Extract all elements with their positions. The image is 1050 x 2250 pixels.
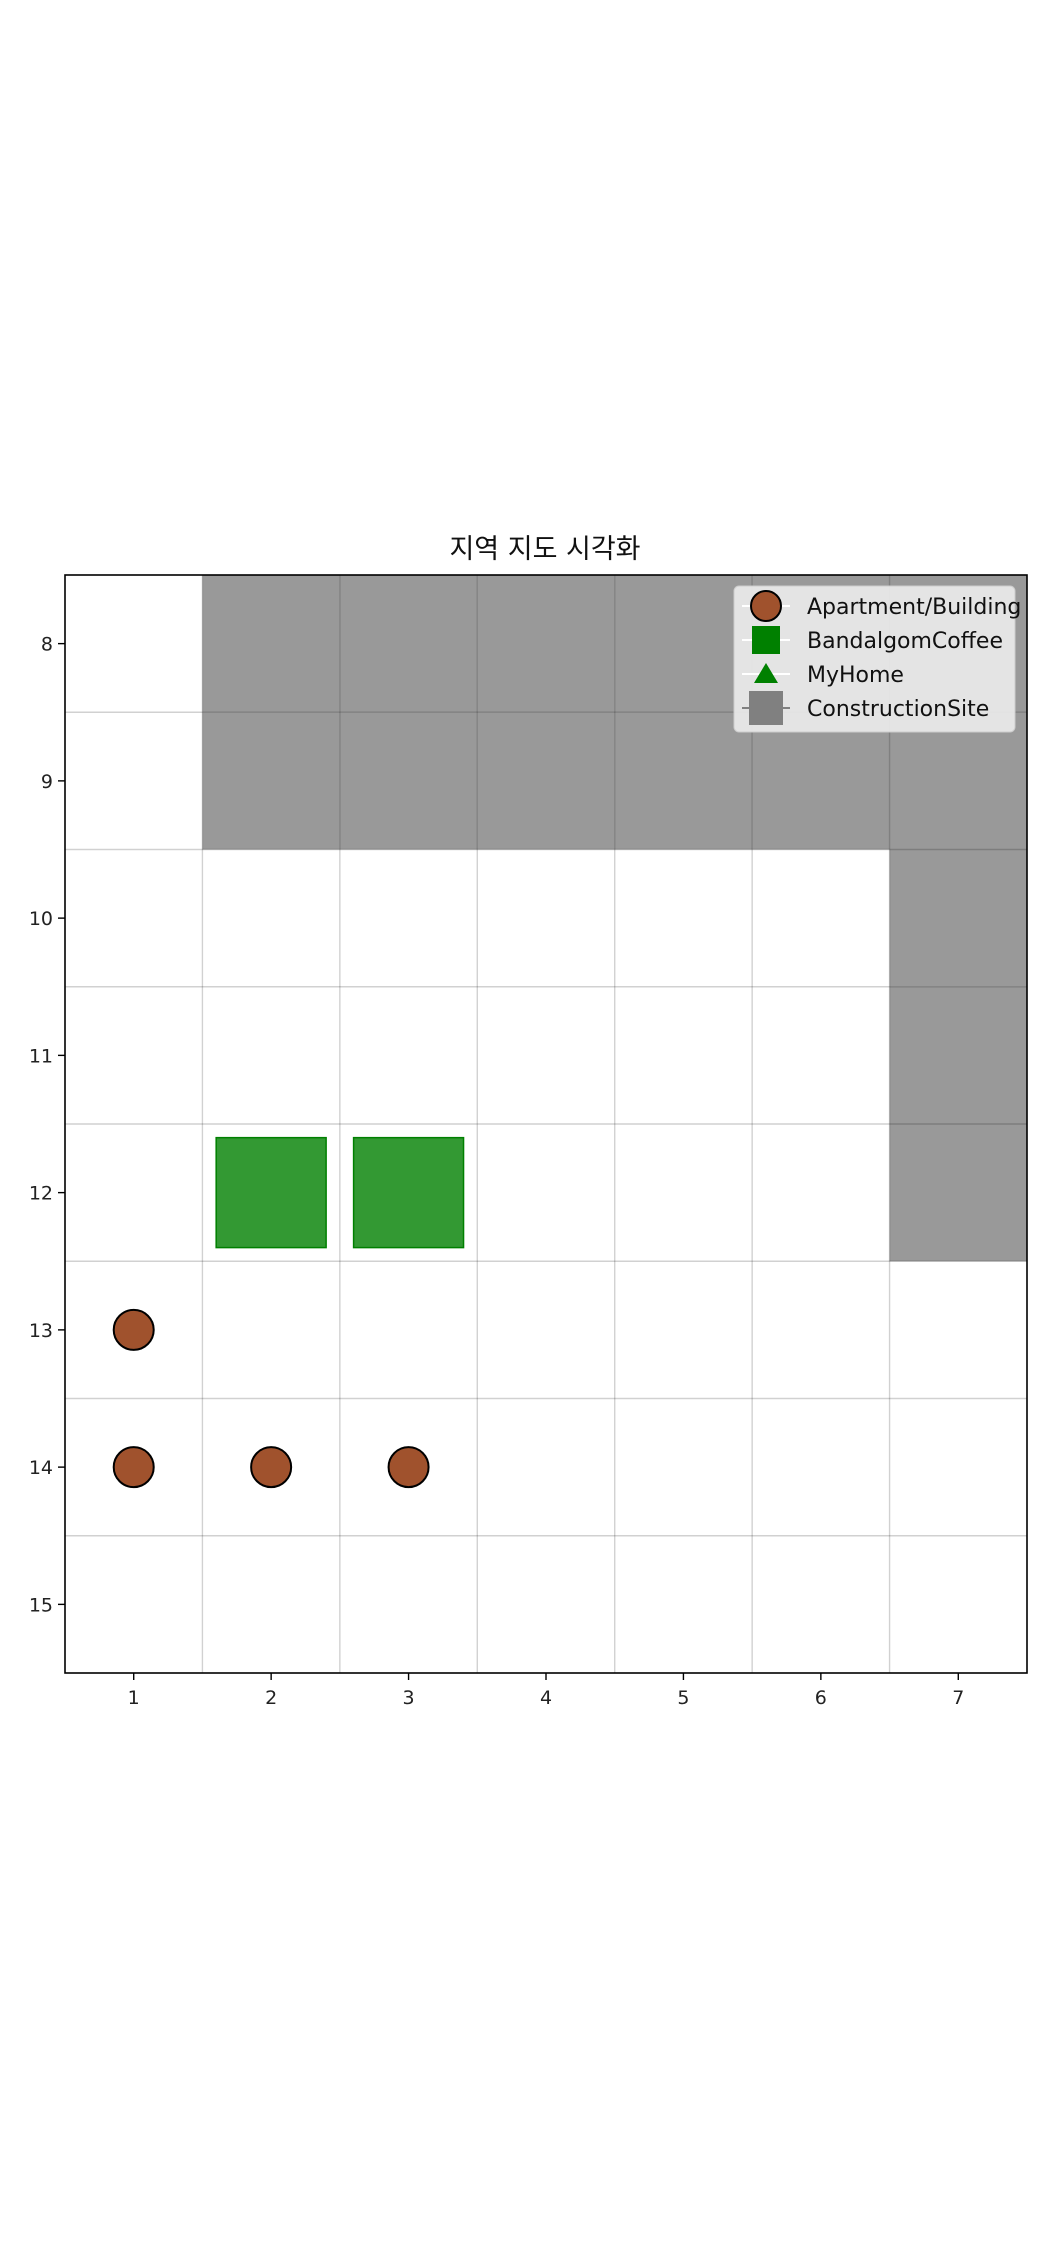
x-tick-label: 7 xyxy=(952,1687,964,1709)
apartment-marker xyxy=(112,1446,155,1489)
coffee-marker xyxy=(352,1136,465,1249)
apartment-marker xyxy=(112,1308,155,1351)
construction-cell xyxy=(477,712,615,850)
plot-area xyxy=(64,574,1028,1674)
x-tick-label: 3 xyxy=(403,1687,415,1709)
construction-cell xyxy=(477,575,615,713)
construction-cell xyxy=(889,712,1027,850)
legend-label: Apartment/Building xyxy=(807,595,1021,620)
legend: Apartment/Building BandalgomCoffee MyHome C… xyxy=(733,585,1021,733)
x-tick-label: 1 xyxy=(128,1687,140,1709)
construction-cell xyxy=(339,712,478,850)
construction-cell xyxy=(202,712,340,850)
legend-label: ConstructionSite xyxy=(807,697,989,722)
y-tick-label: 13 xyxy=(29,1320,53,1342)
y-tick-label: 15 xyxy=(29,1594,53,1616)
construction-cell xyxy=(614,712,753,850)
legend-construction-swatch xyxy=(749,691,783,725)
x-tick-label: 6 xyxy=(815,1687,827,1709)
apartment-marker xyxy=(387,1446,430,1489)
construction-cell xyxy=(202,575,340,713)
y-axis: 8 9 10 11 12 13 14 15 xyxy=(29,634,65,1616)
x-axis: 1 2 3 4 5 6 7 xyxy=(128,1673,964,1709)
construction-cell xyxy=(752,712,890,850)
coffee-marker xyxy=(215,1136,327,1249)
legend-label: BandalgomCoffee xyxy=(807,629,1003,654)
y-tick-label: 11 xyxy=(29,1045,53,1067)
legend-home-swatch xyxy=(754,663,778,683)
chart-title: 지역 지도 시각화 xyxy=(449,534,640,565)
legend-box xyxy=(733,585,1016,733)
construction-cell xyxy=(614,575,753,713)
construction-cell xyxy=(889,849,1027,987)
y-tick-label: 8 xyxy=(41,634,53,656)
y-tick-label: 12 xyxy=(29,1183,53,1205)
legend-apartment-swatch xyxy=(750,590,782,622)
construction-cell xyxy=(889,986,1027,1124)
x-tick-label: 5 xyxy=(677,1687,689,1709)
y-tick-label: 10 xyxy=(29,908,53,930)
construction-cell xyxy=(339,575,478,713)
x-tick-label: 4 xyxy=(540,1687,552,1709)
y-tick-label: 9 xyxy=(41,771,53,793)
x-tick-label: 2 xyxy=(265,1687,277,1709)
legend-label: MyHome xyxy=(807,663,904,688)
construction-cell xyxy=(889,1124,1027,1262)
y-tick-label: 14 xyxy=(29,1457,53,1479)
apartment-marker xyxy=(250,1446,293,1489)
legend-coffee-swatch xyxy=(752,626,780,654)
